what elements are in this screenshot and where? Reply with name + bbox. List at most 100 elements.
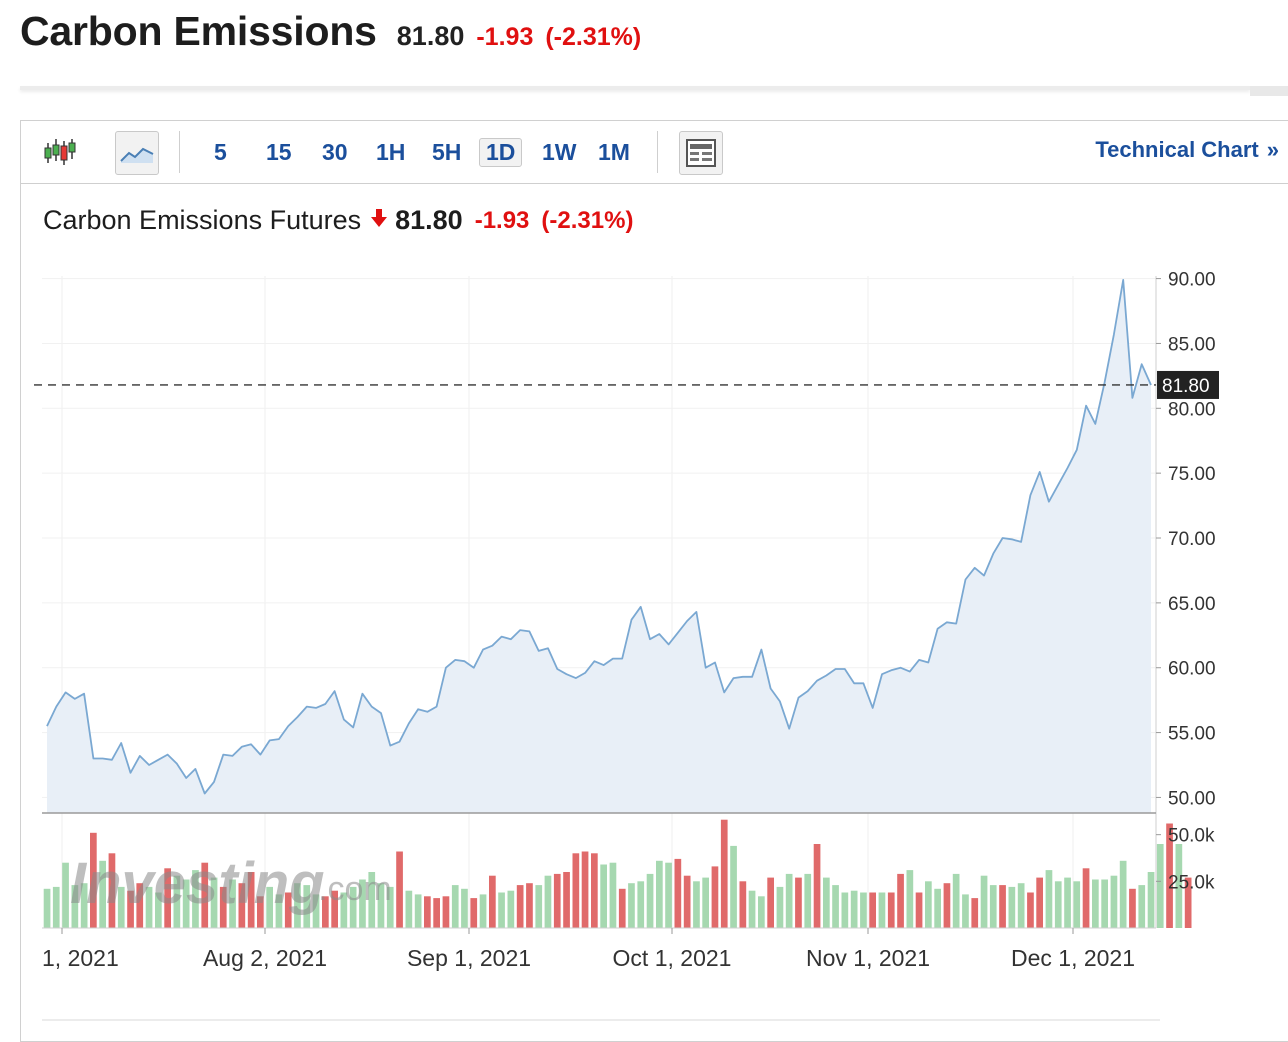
interval-button[interactable]: 5 [207, 131, 234, 173]
interval-1m[interactable]: 1M [598, 138, 630, 165]
interval-5h[interactable]: 5H [432, 138, 462, 165]
volume-bar [1147, 872, 1155, 928]
volume-bar [656, 860, 663, 928]
volume-bar [1064, 877, 1071, 928]
volume-bar [238, 883, 246, 928]
volume-bar [284, 892, 292, 928]
volume-bar [498, 892, 505, 928]
x-tick-label: Nov 1, 2021 [806, 945, 930, 971]
volume-bar [377, 883, 385, 928]
area-chart-icon [120, 147, 154, 163]
interval-button[interactable]: 1M [591, 131, 637, 173]
volume-bar [637, 881, 645, 928]
volume-bar [646, 873, 654, 928]
volume-bar [544, 875, 552, 928]
interval-30[interactable]: 30 [322, 138, 348, 165]
volume-bar [1175, 844, 1183, 928]
volume-bar [720, 819, 728, 928]
technical-chart-link[interactable]: Technical Chart » [1095, 137, 1279, 163]
volume-bar [433, 898, 440, 928]
chart-toolbar: 5 15 30 1H 5H 1D 1W 1M Technical Chart » [21, 121, 1288, 184]
interval-button[interactable]: 1H [369, 131, 412, 173]
y-tick-label: 80.00 [1168, 399, 1216, 420]
interval-button[interactable]: 1D [479, 131, 523, 173]
y-tick-label: 70.00 [1168, 529, 1216, 550]
volume-bar [795, 877, 802, 928]
interval-15[interactable]: 15 [266, 138, 292, 165]
volume-bar [962, 894, 969, 928]
interval-1w[interactable]: 1W [542, 138, 577, 165]
volume-bar [841, 892, 849, 928]
interval-5[interactable]: 5 [214, 138, 227, 165]
volume-bar [618, 888, 626, 928]
volume-bar [1027, 892, 1034, 928]
volume-bar [600, 864, 607, 928]
volume-bar [1184, 877, 1192, 928]
chart-instrument-name: Carbon Emissions Futures [43, 205, 362, 235]
volume-bar [767, 877, 774, 928]
watermark-brand: Investing [70, 851, 325, 916]
candlestick-chart-button[interactable] [39, 131, 81, 173]
interval-button[interactable]: 15 [259, 131, 299, 173]
volume-bar [507, 890, 515, 928]
page-price: 81.80 [396, 21, 465, 51]
volume-bar [182, 879, 190, 928]
volume-bar [1045, 870, 1053, 928]
volume-bar [127, 890, 134, 928]
investing-watermark: Investing .com [70, 851, 392, 916]
volume-bar [925, 881, 932, 928]
layout-button[interactable] [679, 131, 723, 175]
volume-bar [479, 894, 487, 928]
volume-bar [405, 890, 413, 928]
volume-bar [1073, 881, 1081, 928]
interval-button[interactable]: 30 [315, 131, 355, 173]
volume-bar [1166, 823, 1173, 928]
volume-bar [303, 885, 311, 928]
volume-bar [192, 870, 199, 928]
volume-bar [730, 845, 737, 928]
volume-bar [247, 872, 255, 928]
volume-bar [173, 875, 181, 928]
volume-bar [52, 886, 60, 928]
volume-bar [294, 883, 301, 928]
layout-icon [686, 139, 716, 167]
price-line [46, 279, 1152, 795]
volume-bar [1082, 868, 1090, 928]
volume-bar [804, 873, 812, 928]
interval-1d[interactable]: 1D [479, 137, 523, 167]
volume-bar [887, 892, 895, 928]
volume-bar [470, 898, 478, 928]
area-chart-button[interactable] [115, 131, 159, 175]
volume-bar [275, 894, 283, 928]
volume-bar [952, 873, 960, 928]
interval-button[interactable]: 5H [425, 131, 468, 173]
volume-bar [312, 894, 320, 928]
volume-bar [563, 872, 570, 928]
volume-bar [785, 873, 793, 928]
volume-bar [1138, 885, 1146, 928]
volume-bar [90, 832, 97, 928]
x-tick-label: 1, 2021 [42, 945, 119, 971]
volume-bar [1110, 875, 1118, 928]
volume-bar [943, 883, 951, 928]
volume-bar [665, 862, 672, 928]
interval-1h[interactable]: 1H [376, 138, 406, 165]
volume-bar [915, 892, 923, 928]
volume-bar [980, 875, 988, 928]
header-divider-tail [1250, 86, 1288, 96]
volume-tick-label: 25.0k [1168, 872, 1215, 893]
volume-bar [359, 879, 366, 928]
volume-bar [442, 896, 450, 928]
volume-bar [906, 870, 914, 928]
volume-bar [386, 886, 394, 928]
volume-bar [155, 892, 162, 928]
volume-bar [897, 873, 904, 928]
technical-chart-label: Technical Chart [1095, 137, 1259, 162]
chart-axes: 90.00 85.00 80.00 75.00 70.00 65.00 60.00 55.00… [34, 270, 1219, 1021]
volume-bar [516, 885, 524, 928]
x-tick-label: Dec 1, 2021 [1011, 945, 1135, 971]
volume-bar [136, 883, 144, 928]
interval-button[interactable]: 1W [535, 131, 584, 173]
volume-bar [1008, 886, 1016, 928]
